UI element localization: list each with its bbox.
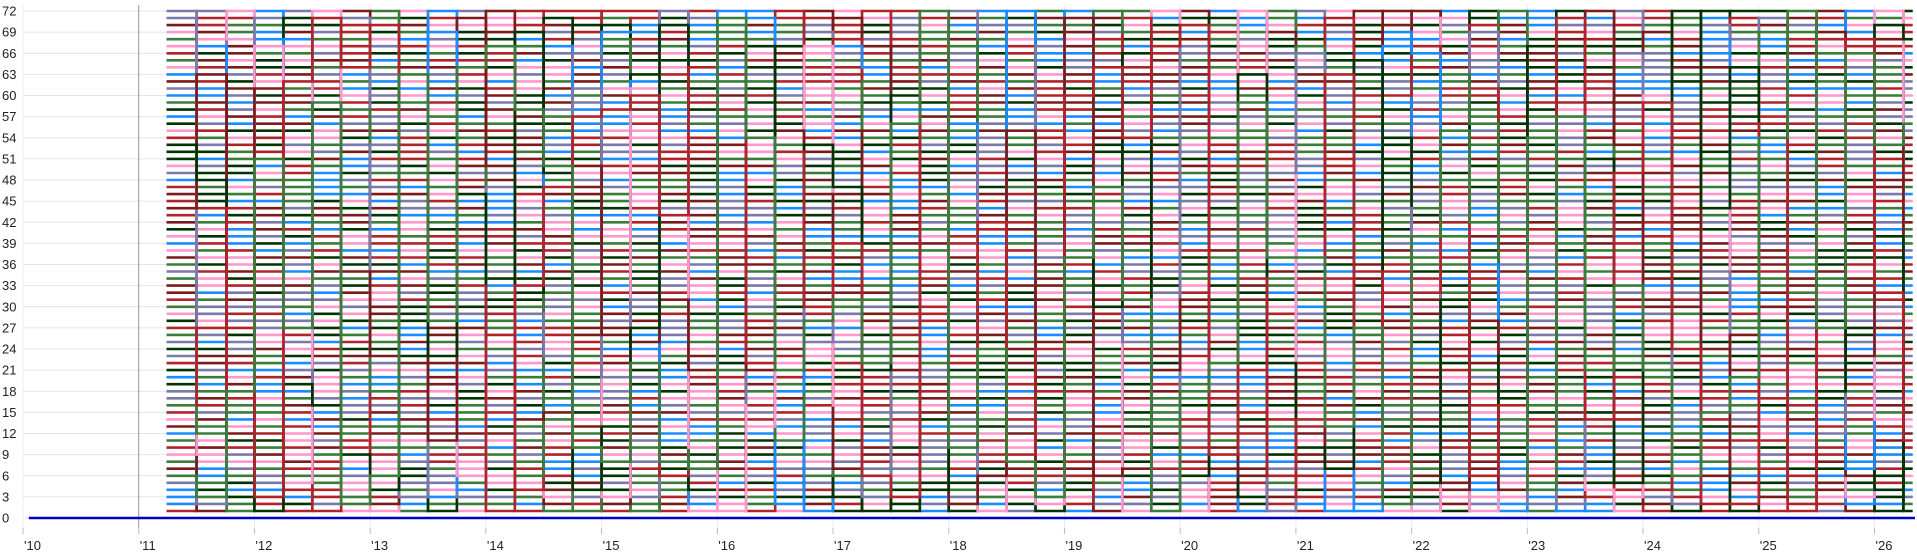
series-line [166,9,1913,456]
series-line [166,9,1913,513]
x-tick-label: '16 [718,538,735,553]
y-tick-label: 30 [2,299,16,314]
y-tick-label: 51 [2,151,16,166]
y-tick-label: 57 [2,109,16,124]
x-tick-label: '14 [487,538,504,553]
series-line [166,23,1913,506]
y-tick-label: 33 [2,278,16,293]
y-tick-label: 36 [2,257,16,272]
y-tick-label: 12 [2,426,16,441]
x-tick-label: '17 [834,538,851,553]
series-line [166,16,1913,513]
series-line [166,30,1913,513]
x-tick-label: '10 [24,538,41,553]
series-line [166,9,1913,506]
series-line [166,9,1913,513]
x-tick-label: '20 [1181,538,1198,553]
x-tick-label: '15 [603,538,620,553]
x-tick-label: '13 [371,538,388,553]
series-line [166,9,1913,506]
series-line [166,16,1913,513]
y-tick-label: 15 [2,405,16,420]
series-group [166,9,1913,513]
series-line [166,16,1913,513]
y-tick-label: 60 [2,88,16,103]
series-line [166,23,1913,513]
series-line [166,9,1913,513]
x-tick-label: '23 [1528,538,1545,553]
series-line [166,16,1913,513]
series-line [166,9,1913,492]
series-line [166,9,1913,513]
y-tick-label: 21 [2,363,16,378]
y-tick-label: 39 [2,236,16,251]
y-tick-label: 69 [2,25,16,40]
y-tick-label: 6 [2,468,9,483]
series-line [166,16,1913,470]
x-tick-label: '19 [1065,538,1082,553]
x-tick-label: '11 [140,538,156,553]
series-line [166,9,1913,513]
series-line [166,16,1913,513]
series-line [166,16,1913,506]
y-tick-label: 3 [2,489,9,504]
x-tick-label: '24 [1644,538,1661,553]
series-line [166,9,1913,513]
y-tick-label: 48 [2,173,16,188]
x-axis-ticks: '10 '11 '12 '13 '14 '15 '16 '17 '18 '19 '20 '21 '22 '… [22,528,1892,553]
series-line [166,9,1913,513]
y-tick-label: 63 [2,67,16,82]
series-line [166,30,1913,506]
series-line [166,9,1913,499]
series-line [166,9,1913,513]
series-line [166,23,1913,513]
y-axis-ticks: 0369121518212427303336394245485154576063… [2,4,16,526]
series-line [166,9,1913,513]
x-tick-label: '21 [1297,538,1314,553]
series-line [166,16,1913,513]
series-line [166,9,1913,492]
y-tick-label: 54 [2,130,16,145]
series-line [166,23,1913,499]
y-tick-label: 18 [2,384,16,399]
series-line [166,16,1913,513]
x-tick-label: '12 [255,538,272,553]
series-line [166,9,1913,513]
y-tick-label: 42 [2,215,16,230]
x-tick-label: '25 [1760,538,1777,553]
y-tick-label: 45 [2,194,16,209]
grid [22,5,1915,528]
y-tick-label: 72 [2,4,16,19]
series-line [166,9,1913,513]
y-tick-label: 27 [2,320,16,335]
series-line [166,37,1913,506]
x-tick-label: '26 [1875,538,1892,553]
y-tick-label: 9 [2,447,9,462]
y-tick-label: 24 [2,342,16,357]
series-line [166,9,1913,506]
series-line [166,37,1913,513]
y-tick-label: 0 [2,511,9,526]
y-tick-label: 66 [2,46,16,61]
series-line [166,9,1913,513]
x-tick-label: '22 [1413,538,1430,553]
x-tick-label: '18 [950,538,967,553]
